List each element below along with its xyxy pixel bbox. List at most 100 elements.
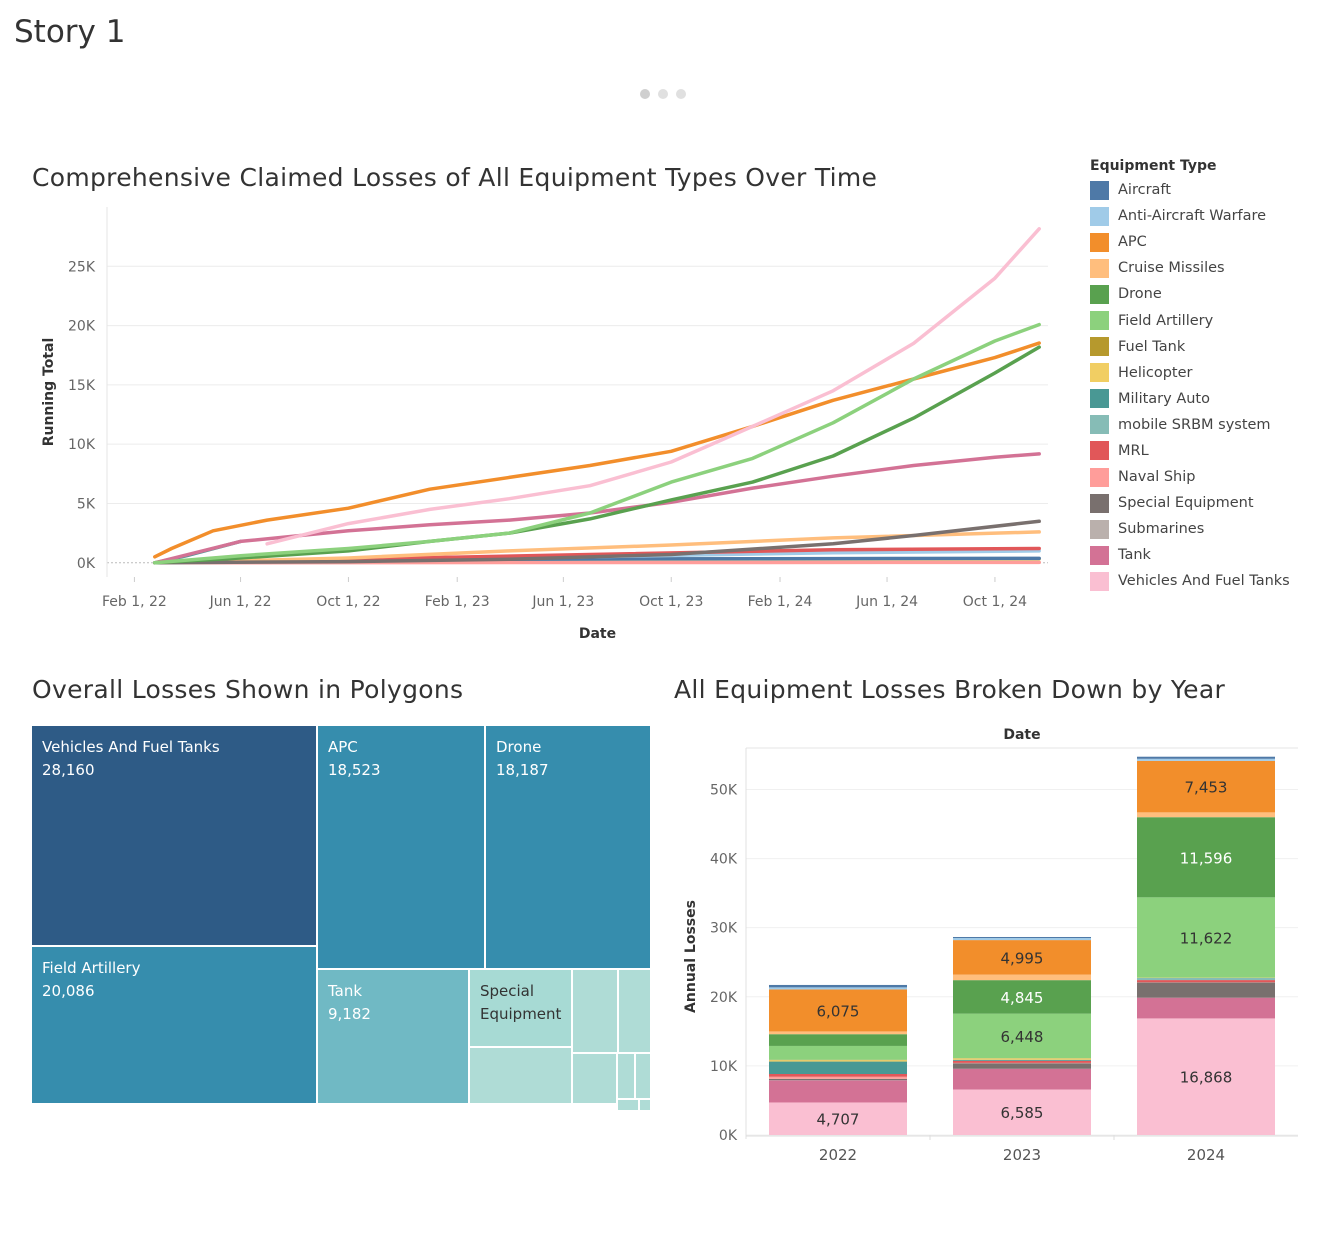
story-point-dot-2[interactable] [658, 89, 668, 99]
legend-swatch [1090, 415, 1109, 435]
legend-swatch [1090, 258, 1109, 278]
bar-segment-field-artillery-2023 [953, 1013, 1091, 1059]
legend-item-cruise-missiles[interactable]: Cruise Missiles [1090, 255, 1320, 281]
annual-losses-bar-chart[interactable]: Date 0K 10K 20K 30K 40K 50K Annual Losses 4,707 6… [674, 718, 1314, 1178]
legend-label: Vehicles And Fuel Tanks [1118, 573, 1290, 590]
x-tick-label: Feb 1, 22 [102, 594, 167, 610]
legend-swatch [1090, 311, 1109, 331]
treemap-tile-vehicles-and-fuel-tanks[interactable]: Vehicles And Fuel Tanks 28,160 [32, 726, 318, 947]
legend-item-naval-ship[interactable]: Naval Ship [1090, 464, 1320, 490]
bar-segment-tank-2024 [1137, 997, 1275, 1019]
legend-label: Submarines [1118, 521, 1205, 538]
losses-treemap: Vehicles And Fuel Tanks 28,160 Field Artil… [32, 726, 652, 1112]
bar-segment-anti-aircraft-warfare-2022 [769, 987, 907, 990]
bar-segment-aircraft-2023 [953, 936, 1091, 939]
series-line-special-equipment [153, 519, 1041, 565]
legend-item-military-auto[interactable]: Military Auto [1090, 386, 1320, 412]
legend-swatch [1090, 206, 1109, 226]
treemap-tile-tank[interactable]: Tank 9,182 [318, 970, 470, 1105]
running-total-line-chart[interactable]: 0K 5K 10K 15K 20K 25K Feb 1, 22 Jun 1, 22 Oct 1,… [0, 195, 1080, 655]
y-tick-label: 30K [710, 921, 738, 937]
legend-item-tank[interactable]: Tank [1090, 542, 1320, 568]
line-chart-title: Comprehensive Claimed Losses of All Equi… [32, 163, 878, 192]
bar-data-label: 4,845 [1001, 989, 1044, 1007]
treemap-tile-small[interactable] [573, 1054, 618, 1105]
treemap-tile-small[interactable] [470, 1048, 573, 1105]
legend-item-helicopter[interactable]: Helicopter [1090, 360, 1320, 386]
bar-segment-anti-aircraft-warfare-2024 [1137, 758, 1275, 761]
treemap-tile-small[interactable] [640, 1100, 652, 1112]
legend-item-fuel-tank[interactable]: Fuel Tank [1090, 334, 1320, 360]
treemap-tile-special-equipment[interactable]: Special Equipment [470, 970, 573, 1048]
y-tick-label: 5K [77, 496, 96, 512]
bar-data-label: 16,868 [1180, 1069, 1233, 1087]
treemap-tile-apc[interactable]: APC 18,523 [318, 726, 486, 970]
bar-segment-apc-2023 [953, 940, 1091, 975]
legend-label: Drone [1118, 286, 1162, 303]
x-tick-label: Jun 1, 24 [855, 594, 918, 610]
treemap-tile-small[interactable] [636, 1054, 652, 1100]
bar-segment-tank-2022 [769, 1080, 907, 1103]
y-tick-label: 50K [710, 782, 738, 798]
y-tick-label: 0K [77, 556, 96, 572]
legend-swatch [1090, 284, 1109, 304]
legend-swatch [1090, 232, 1109, 252]
bar-segment-mrl-2023 [953, 1060, 1091, 1063]
bar-segment-vehicles-and-fuel-tanks-2024 [1137, 1018, 1275, 1135]
series-line-cruise-missiles [153, 530, 1041, 565]
treemap-tile-value: 18,523 [328, 761, 381, 779]
legend-item-vehicles-and-fuel-tanks[interactable]: Vehicles And Fuel Tanks [1090, 568, 1320, 594]
treemap-tile-field-artillery[interactable]: Field Artillery 20,086 [32, 947, 318, 1105]
x-tick-label: Oct 1, 23 [639, 594, 703, 610]
series-line-vehicles-and-fuel-tanks [265, 227, 1041, 546]
x-tick-label: 2022 [819, 1146, 857, 1164]
x-tick-label: Feb 1, 23 [425, 594, 490, 610]
x-tick-label: 2023 [1003, 1146, 1041, 1164]
legend-item-drone[interactable]: Drone [1090, 281, 1320, 307]
legend-swatch [1090, 337, 1109, 357]
bar-segment-drone-2024 [1137, 817, 1275, 898]
legend-item-field-artillery[interactable]: Field Artillery [1090, 307, 1320, 333]
legend-item-special-equipment[interactable]: Special Equipment [1090, 490, 1320, 516]
y-tick-label: 15K [68, 378, 96, 394]
story-point-dot-1[interactable] [640, 89, 650, 99]
bar-data-label: 11,622 [1180, 929, 1233, 947]
bar-data-label: 7,453 [1185, 779, 1228, 797]
legend-item-apc[interactable]: APC [1090, 229, 1320, 255]
x-axis-label: Date [579, 626, 616, 642]
treemap-tile-small[interactable] [619, 970, 652, 1054]
story-point-dot-3[interactable] [676, 89, 686, 99]
treemap-tile-drone[interactable]: Drone 18,187 [486, 726, 652, 970]
bar-segment-apc-2024 [1137, 760, 1275, 813]
bar-segment-field-artillery-2024 [1137, 897, 1275, 978]
treemap-tile-small[interactable] [618, 1100, 640, 1112]
legend-item-mrl[interactable]: MRL [1090, 438, 1320, 464]
bar-data-label: 4,995 [1001, 949, 1044, 967]
treemap-tile-small[interactable] [573, 970, 619, 1054]
bar-segment-drone-2023 [953, 980, 1091, 1014]
x-tick-label: Feb 1, 24 [748, 594, 813, 610]
legend-swatch [1090, 493, 1109, 513]
legend-item-anti-aircraft-warfare[interactable]: Anti-Aircraft Warfare [1090, 203, 1320, 229]
treemap-tile-label: Field Artillery [42, 959, 141, 977]
bar-segment-special-equipment-2024 [1137, 982, 1275, 998]
bar-data-label: 6,585 [1001, 1104, 1044, 1122]
treemap-tile-small[interactable] [618, 1054, 636, 1100]
legend-swatch [1090, 571, 1109, 591]
y-tick-label: 0K [719, 1128, 738, 1144]
legend-label: Military Auto [1118, 390, 1210, 407]
bar-data-label: 11,596 [1180, 849, 1233, 867]
legend-item-aircraft[interactable]: Aircraft [1090, 177, 1320, 203]
bar-segment-military-auto-2023 [953, 1059, 1091, 1061]
y-tick-label: 20K [710, 990, 738, 1006]
legend-item-mobile-srbm-system[interactable]: mobile SRBM system [1090, 412, 1320, 438]
x-tick-label: Jun 1, 22 [209, 594, 272, 610]
story-title: Story 1 [14, 14, 126, 50]
legend-label: Helicopter [1118, 364, 1193, 381]
y-axis-label: Annual Losses [683, 900, 699, 1013]
legend-item-submarines[interactable]: Submarines [1090, 516, 1320, 542]
treemap-title: Overall Losses Shown in Polygons [32, 675, 464, 704]
bar-segment-mrl-2022 [769, 1073, 907, 1077]
y-axis-label: Running Total [41, 338, 57, 447]
treemap-tile-label: APC [328, 738, 358, 756]
